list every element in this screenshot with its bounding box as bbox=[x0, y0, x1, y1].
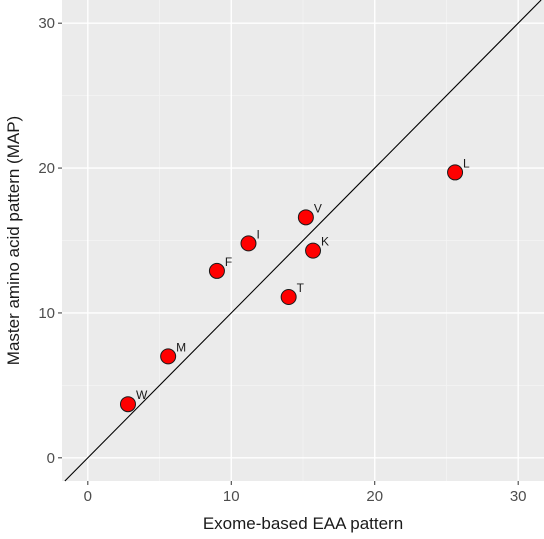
point-label-m: M bbox=[176, 340, 186, 354]
y-tick-label: 0 bbox=[47, 450, 55, 467]
data-point-t bbox=[280, 289, 297, 306]
x-tick-label: 0 bbox=[84, 488, 92, 505]
major-gridlines bbox=[62, 0, 544, 481]
x-axis: 0 10 20 30 bbox=[84, 481, 527, 505]
data-point-f bbox=[208, 262, 225, 279]
data-point-k bbox=[305, 242, 322, 259]
point-label-l: L bbox=[463, 156, 470, 170]
point-label-i: I bbox=[256, 227, 259, 241]
point-label-f: F bbox=[225, 255, 232, 269]
data-point-i bbox=[240, 235, 257, 252]
x-axis-title: Exome-based EAA pattern bbox=[203, 514, 403, 533]
point-label-k: K bbox=[321, 235, 329, 249]
x-tick-label: 30 bbox=[510, 488, 527, 505]
x-tick-label: 10 bbox=[223, 488, 240, 505]
y-tick-label: 30 bbox=[38, 15, 55, 32]
data-points bbox=[119, 164, 464, 413]
point-label-v: V bbox=[314, 201, 322, 215]
y-axis-title: Master amino acid pattern (MAP) bbox=[4, 116, 23, 365]
data-point-m bbox=[160, 348, 177, 365]
point-label-w: W bbox=[136, 388, 148, 402]
point-label-t: T bbox=[297, 281, 305, 295]
data-point-l bbox=[447, 164, 464, 181]
y-tick-label: 10 bbox=[38, 305, 55, 322]
data-point-labels: W M F I T V K L bbox=[136, 156, 470, 402]
data-point-v bbox=[297, 209, 314, 226]
y-tick-label: 20 bbox=[38, 160, 55, 177]
x-tick-label: 20 bbox=[366, 488, 383, 505]
data-point-w bbox=[119, 396, 136, 413]
y-axis: 0 10 20 30 bbox=[38, 15, 62, 467]
identity-reference-line bbox=[64, 0, 542, 482]
